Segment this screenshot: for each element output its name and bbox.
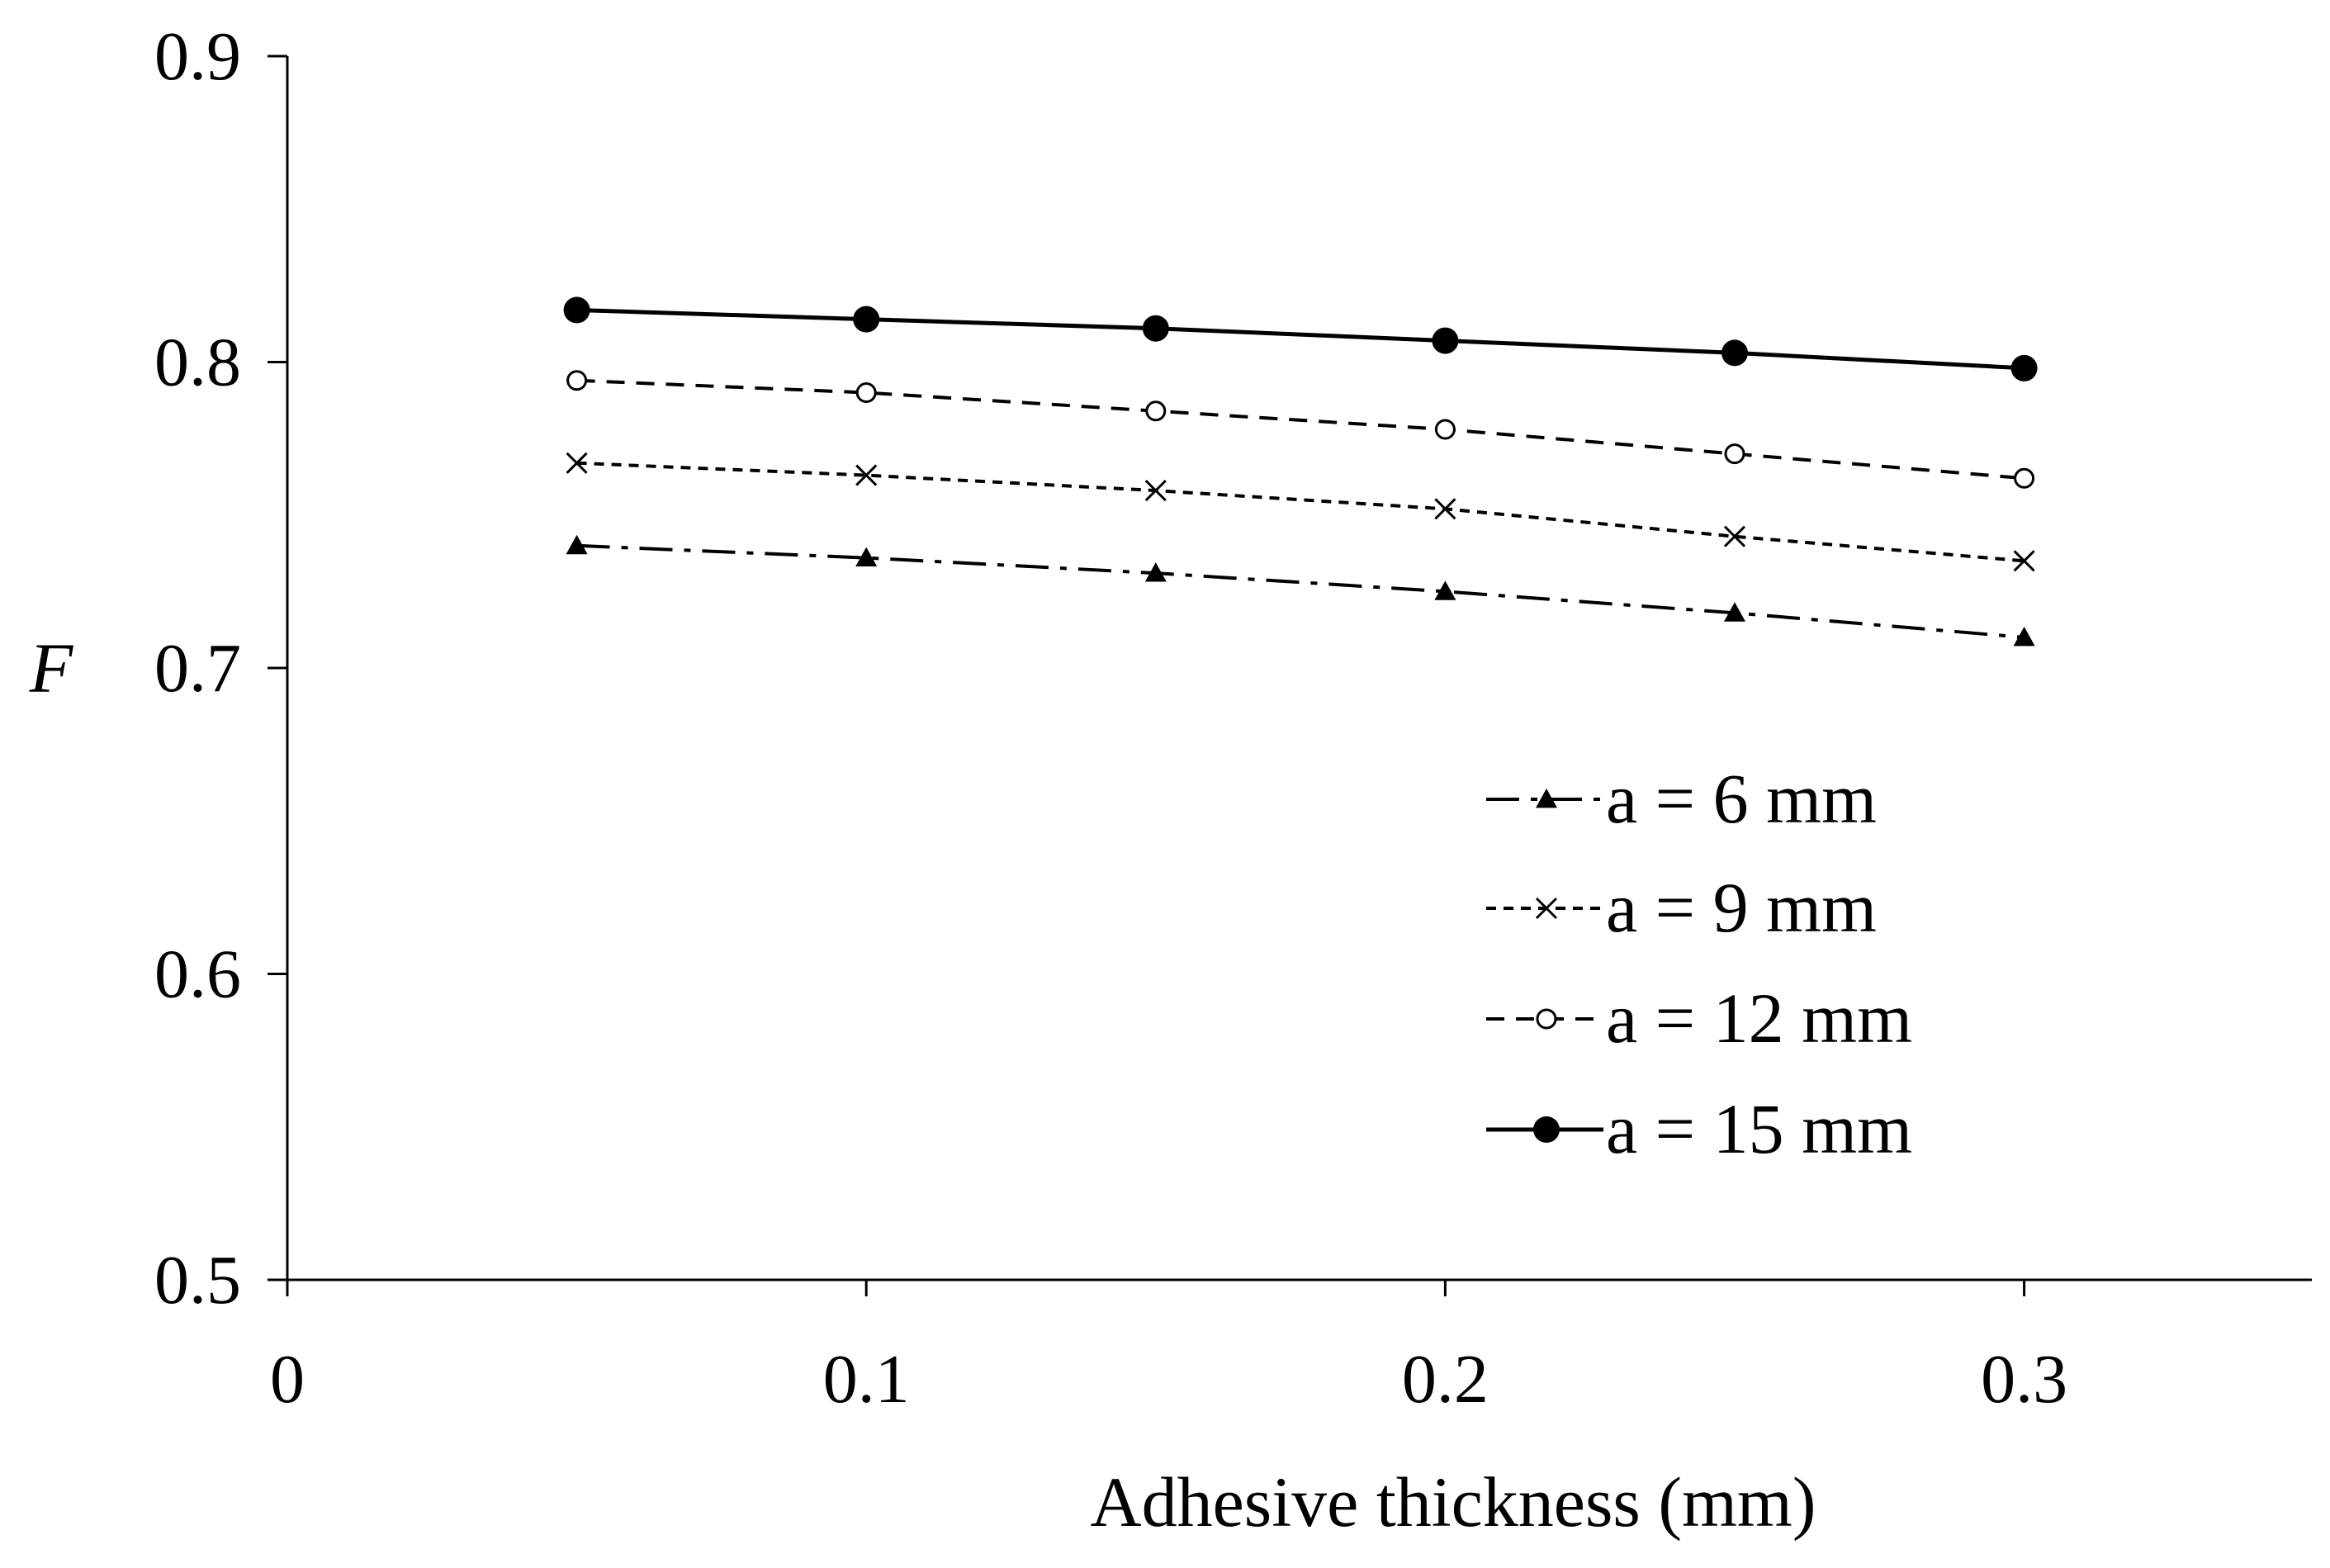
legend-label: a = 15 mm <box>1606 1089 1912 1168</box>
data-point <box>566 452 588 474</box>
data-point <box>855 382 877 404</box>
data-point <box>566 534 588 555</box>
series-line-1 <box>576 461 2025 563</box>
x-tick-label: 0.1 <box>823 1341 910 1418</box>
data-point <box>1434 580 1456 600</box>
axes: 0.5 0.6 0.7 0.8 0.9 0 0.1 0.2 0.3 <box>154 18 2312 1418</box>
data-point <box>1145 400 1167 422</box>
data-point <box>2010 354 2038 381</box>
x-axis-title: Adhesive thickness (mm) <box>1091 1462 1816 1542</box>
data-point <box>855 547 878 567</box>
data-point <box>853 306 880 333</box>
data-point <box>1721 339 1748 367</box>
data-point <box>1432 327 1459 354</box>
data-point <box>855 464 878 486</box>
x-tick-label: 0 <box>270 1341 305 1418</box>
series-line-3 <box>576 308 2025 371</box>
legend-marker <box>1533 1116 1560 1143</box>
data-point <box>563 296 590 324</box>
data-point <box>2014 467 2035 489</box>
x-tick-label: 0.3 <box>1981 1341 2067 1418</box>
legend-label: a = 9 mm <box>1606 868 1877 947</box>
data-point <box>1434 419 1456 440</box>
legend-marker <box>1536 789 1557 808</box>
legend-marker <box>1535 897 1558 920</box>
y-tick-label: 0.9 <box>154 18 241 95</box>
data-point <box>1724 602 1745 622</box>
data-point <box>1142 315 1169 342</box>
data-point <box>1144 480 1167 502</box>
data-point <box>1434 498 1456 520</box>
y-tick-label: 0.5 <box>154 1242 241 1319</box>
legend: a = 6 mm a = 9 mm a = 12 mm a = 15 mm <box>1486 759 1912 1168</box>
legend-marker <box>1536 1008 1557 1030</box>
x-tick-label: 0.2 <box>1402 1341 1489 1418</box>
y-tick-label: 0.7 <box>154 630 241 707</box>
legend-label: a = 6 mm <box>1606 759 1877 838</box>
y-axis-title: F <box>29 628 74 708</box>
data-point <box>1723 525 1746 547</box>
series-layer <box>563 296 2038 647</box>
data-point <box>566 370 588 391</box>
legend-label: a = 12 mm <box>1606 978 1912 1058</box>
data-point <box>1724 443 1745 465</box>
y-tick-label: 0.8 <box>154 324 241 401</box>
data-point <box>1144 562 1167 582</box>
series-line-2 <box>576 378 2025 481</box>
data-point <box>2013 550 2035 572</box>
series-line-0 <box>576 543 2025 639</box>
data-point <box>2013 626 2035 647</box>
y-tick-label: 0.6 <box>154 936 241 1013</box>
